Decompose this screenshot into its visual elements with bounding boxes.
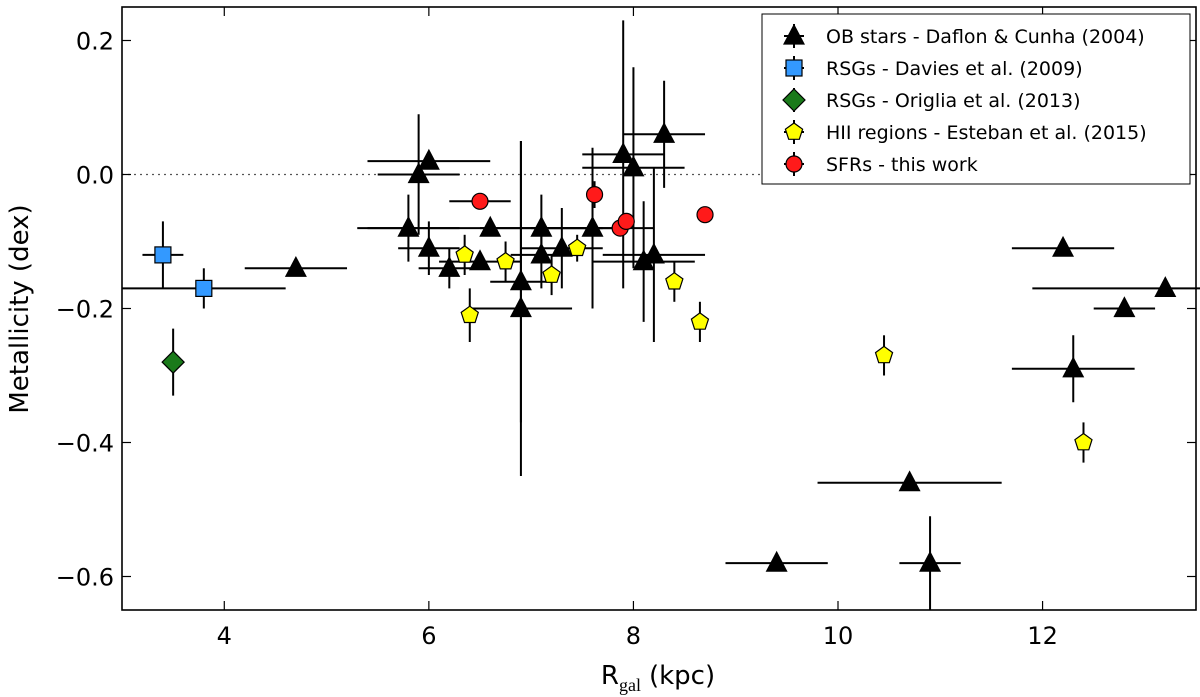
data-point-circle — [696, 206, 714, 224]
data-point-triangle — [1052, 235, 1075, 257]
legend-marker-pentagon — [784, 122, 804, 140]
series-square — [122, 221, 286, 309]
legend-label: RSGs - Davies et al. (2009) — [826, 58, 1083, 80]
x-axis-label-unit: (kpc) — [649, 661, 715, 691]
data-point-pentagon — [496, 251, 515, 270]
legend-entry: HII regions - Esteban et al. (2015) — [784, 120, 1147, 144]
data-point-circle — [471, 192, 489, 210]
data-point-triangle — [919, 550, 942, 572]
series-diamond — [161, 328, 185, 396]
data-point-pentagon — [567, 238, 587, 257]
x-tick-label: 12 — [1027, 622, 1058, 650]
y-axis-label: Metallicity (dex) — [5, 204, 35, 413]
data-point-triangle — [898, 470, 921, 492]
legend-entry: OB stars - Daflon & Cunha (2004) — [783, 23, 1145, 48]
data-point-triangle — [653, 122, 676, 143]
legend-entries: OB stars - Daflon & Cunha (2004) RSGs - D… — [782, 23, 1147, 176]
data-point-triangle — [509, 296, 532, 318]
y-tick-label: 0.0 — [76, 162, 114, 190]
data-point-triangle — [612, 142, 635, 163]
x-tick-label: 8 — [626, 622, 641, 650]
data-point-pentagon — [690, 312, 710, 330]
data-point-square — [154, 246, 172, 264]
legend-entry: RSGs - Davies et al. (2009) — [784, 56, 1083, 80]
data-points-layer — [122, 20, 1200, 610]
data-point-triangle — [530, 242, 553, 264]
series-triangle — [244, 20, 1200, 610]
y-tick-label: −0.4 — [56, 430, 114, 458]
data-point-pentagon — [460, 305, 480, 324]
x-tick-label: 4 — [217, 622, 232, 650]
y-tick-label: −0.6 — [56, 564, 114, 592]
x-axis-label-subscript: gal — [619, 675, 641, 695]
legend-marker-triangle — [783, 23, 805, 45]
x-axis-label-main: R — [601, 661, 619, 691]
y-tick-label: −0.2 — [56, 296, 114, 324]
data-point-pentagon — [874, 345, 894, 364]
data-point-triangle — [397, 215, 420, 237]
data-point-circle — [617, 212, 635, 230]
data-point-triangle — [765, 550, 788, 572]
data-point-circle — [585, 186, 604, 204]
data-point-triangle — [1154, 276, 1177, 297]
legend-box — [761, 13, 1191, 185]
data-point-triangle — [407, 162, 430, 184]
x-axis-label: Rgal (kpc) — [601, 661, 715, 695]
data-point-triangle — [642, 242, 665, 264]
series-circle — [449, 181, 714, 237]
legend-label: SFRs - this work — [826, 154, 978, 176]
legend-marker-diamond — [782, 88, 806, 112]
x-tick-label: 6 — [421, 622, 436, 650]
data-point-triangle — [1062, 356, 1085, 378]
data-point-triangle — [1113, 296, 1136, 318]
data-point-triangle — [550, 235, 573, 257]
legend-label: RSGs - Origlia et al. (2013) — [826, 90, 1081, 112]
legend-entry: SFRs - this work — [784, 152, 978, 176]
data-point-triangle — [479, 215, 502, 237]
y-tick-label: 0.2 — [76, 28, 114, 56]
data-point-triangle — [438, 256, 461, 277]
legend: OB stars - Daflon & Cunha (2004) RSGs - D… — [761, 13, 1191, 185]
legend-label: HII regions - Esteban et al. (2015) — [826, 122, 1147, 144]
data-point-pentagon — [1074, 432, 1093, 451]
data-point-triangle — [417, 235, 440, 257]
data-point-pentagon — [665, 271, 684, 290]
legend-marker-square — [785, 59, 803, 77]
data-point-square — [195, 279, 213, 297]
x-tick-label: 10 — [823, 622, 854, 650]
data-point-diamond — [161, 350, 185, 374]
legend-label: OB stars - Daflon & Cunha (2004) — [826, 26, 1145, 48]
data-point-pentagon — [455, 245, 474, 263]
data-point-triangle — [581, 215, 604, 237]
series-pentagon — [455, 234, 1093, 463]
legend-marker-circle — [785, 155, 803, 173]
data-point-triangle — [284, 256, 307, 277]
legend-entry: RSGs - Origlia et al. (2013) — [782, 88, 1081, 112]
data-point-triangle — [469, 249, 491, 271]
data-point-triangle — [622, 155, 645, 177]
data-point-pentagon — [542, 265, 561, 283]
data-point-triangle — [417, 148, 440, 170]
